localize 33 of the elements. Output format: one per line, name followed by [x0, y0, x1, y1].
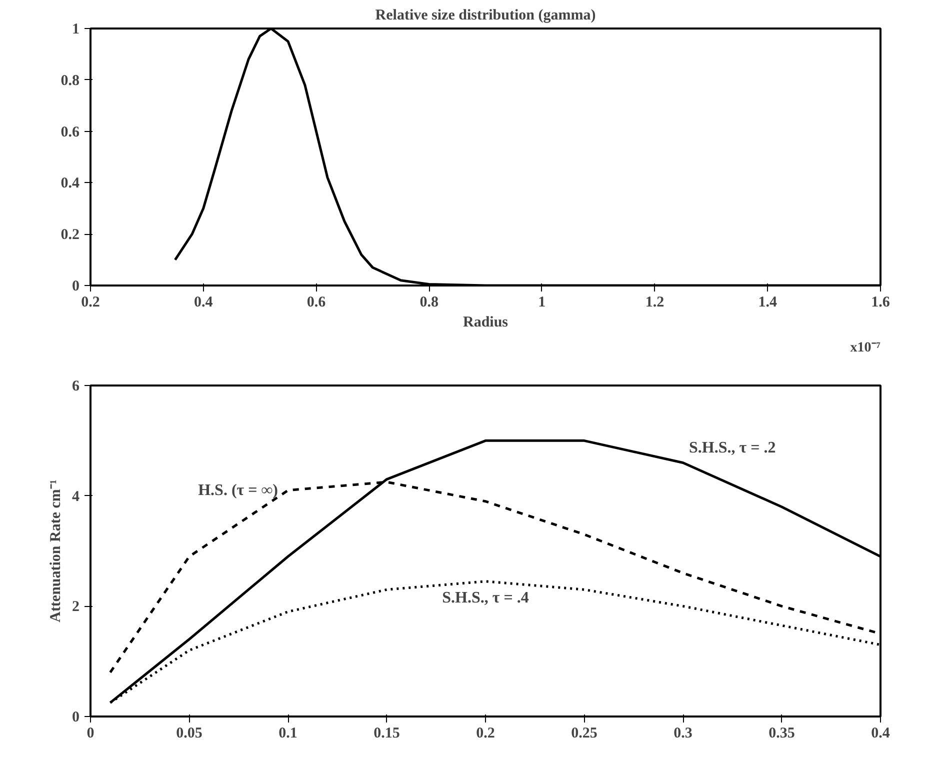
y-tick-label: 0.2 — [60, 227, 80, 244]
series-label: S.H.S., τ = .2 — [689, 440, 776, 457]
x-tick-label: 0.05 — [176, 726, 202, 742]
x-tick-label: 0.25 — [571, 726, 598, 742]
x-tick-label: 0.1 — [278, 726, 298, 742]
y-tick-label: 0.4 — [60, 176, 80, 192]
y-tick-label: 0 — [72, 710, 80, 726]
y-axis-title: Attenuation Rate cm⁻¹ — [48, 480, 64, 622]
x-tick-label: 0.2 — [476, 726, 495, 742]
x-tick-label: 0.4 — [194, 294, 214, 310]
x-axis-title: Radius — [462, 314, 508, 330]
y-tick-label: 1 — [72, 22, 80, 38]
text: x10⁻⁷ — [850, 340, 881, 356]
x-tick-label: 0.6 — [306, 294, 326, 310]
x-tick-label: 0.3 — [674, 726, 692, 742]
x-tick-label: 0.15 — [374, 726, 400, 742]
y-tick-label: 0.6 — [60, 124, 80, 140]
y-tick-label: 0 — [72, 278, 80, 294]
x-tick-label: 1.4 — [758, 294, 778, 310]
y-tick-label: 6 — [72, 378, 80, 394]
x-tick-label: 0 — [86, 726, 94, 742]
y-tick-label: 2 — [72, 599, 80, 616]
y-tick-label: 0.8 — [60, 72, 80, 89]
x-tick-label: 1.2 — [645, 294, 664, 310]
x-tick-label: 0.4 — [871, 726, 890, 742]
series-label: H.S. (τ = ∞) — [198, 482, 278, 499]
x-tick-label: 1 — [538, 294, 546, 310]
chart-title: Relative size distribution (gamma) — [375, 8, 596, 24]
series-label: S.H.S., τ = .4 — [442, 589, 529, 606]
x-tick-label: 0.35 — [768, 726, 795, 742]
y-tick-label: 4 — [72, 488, 80, 505]
x-tick-label: 0.8 — [420, 294, 438, 310]
x-tick-label: 1.6 — [871, 294, 890, 310]
